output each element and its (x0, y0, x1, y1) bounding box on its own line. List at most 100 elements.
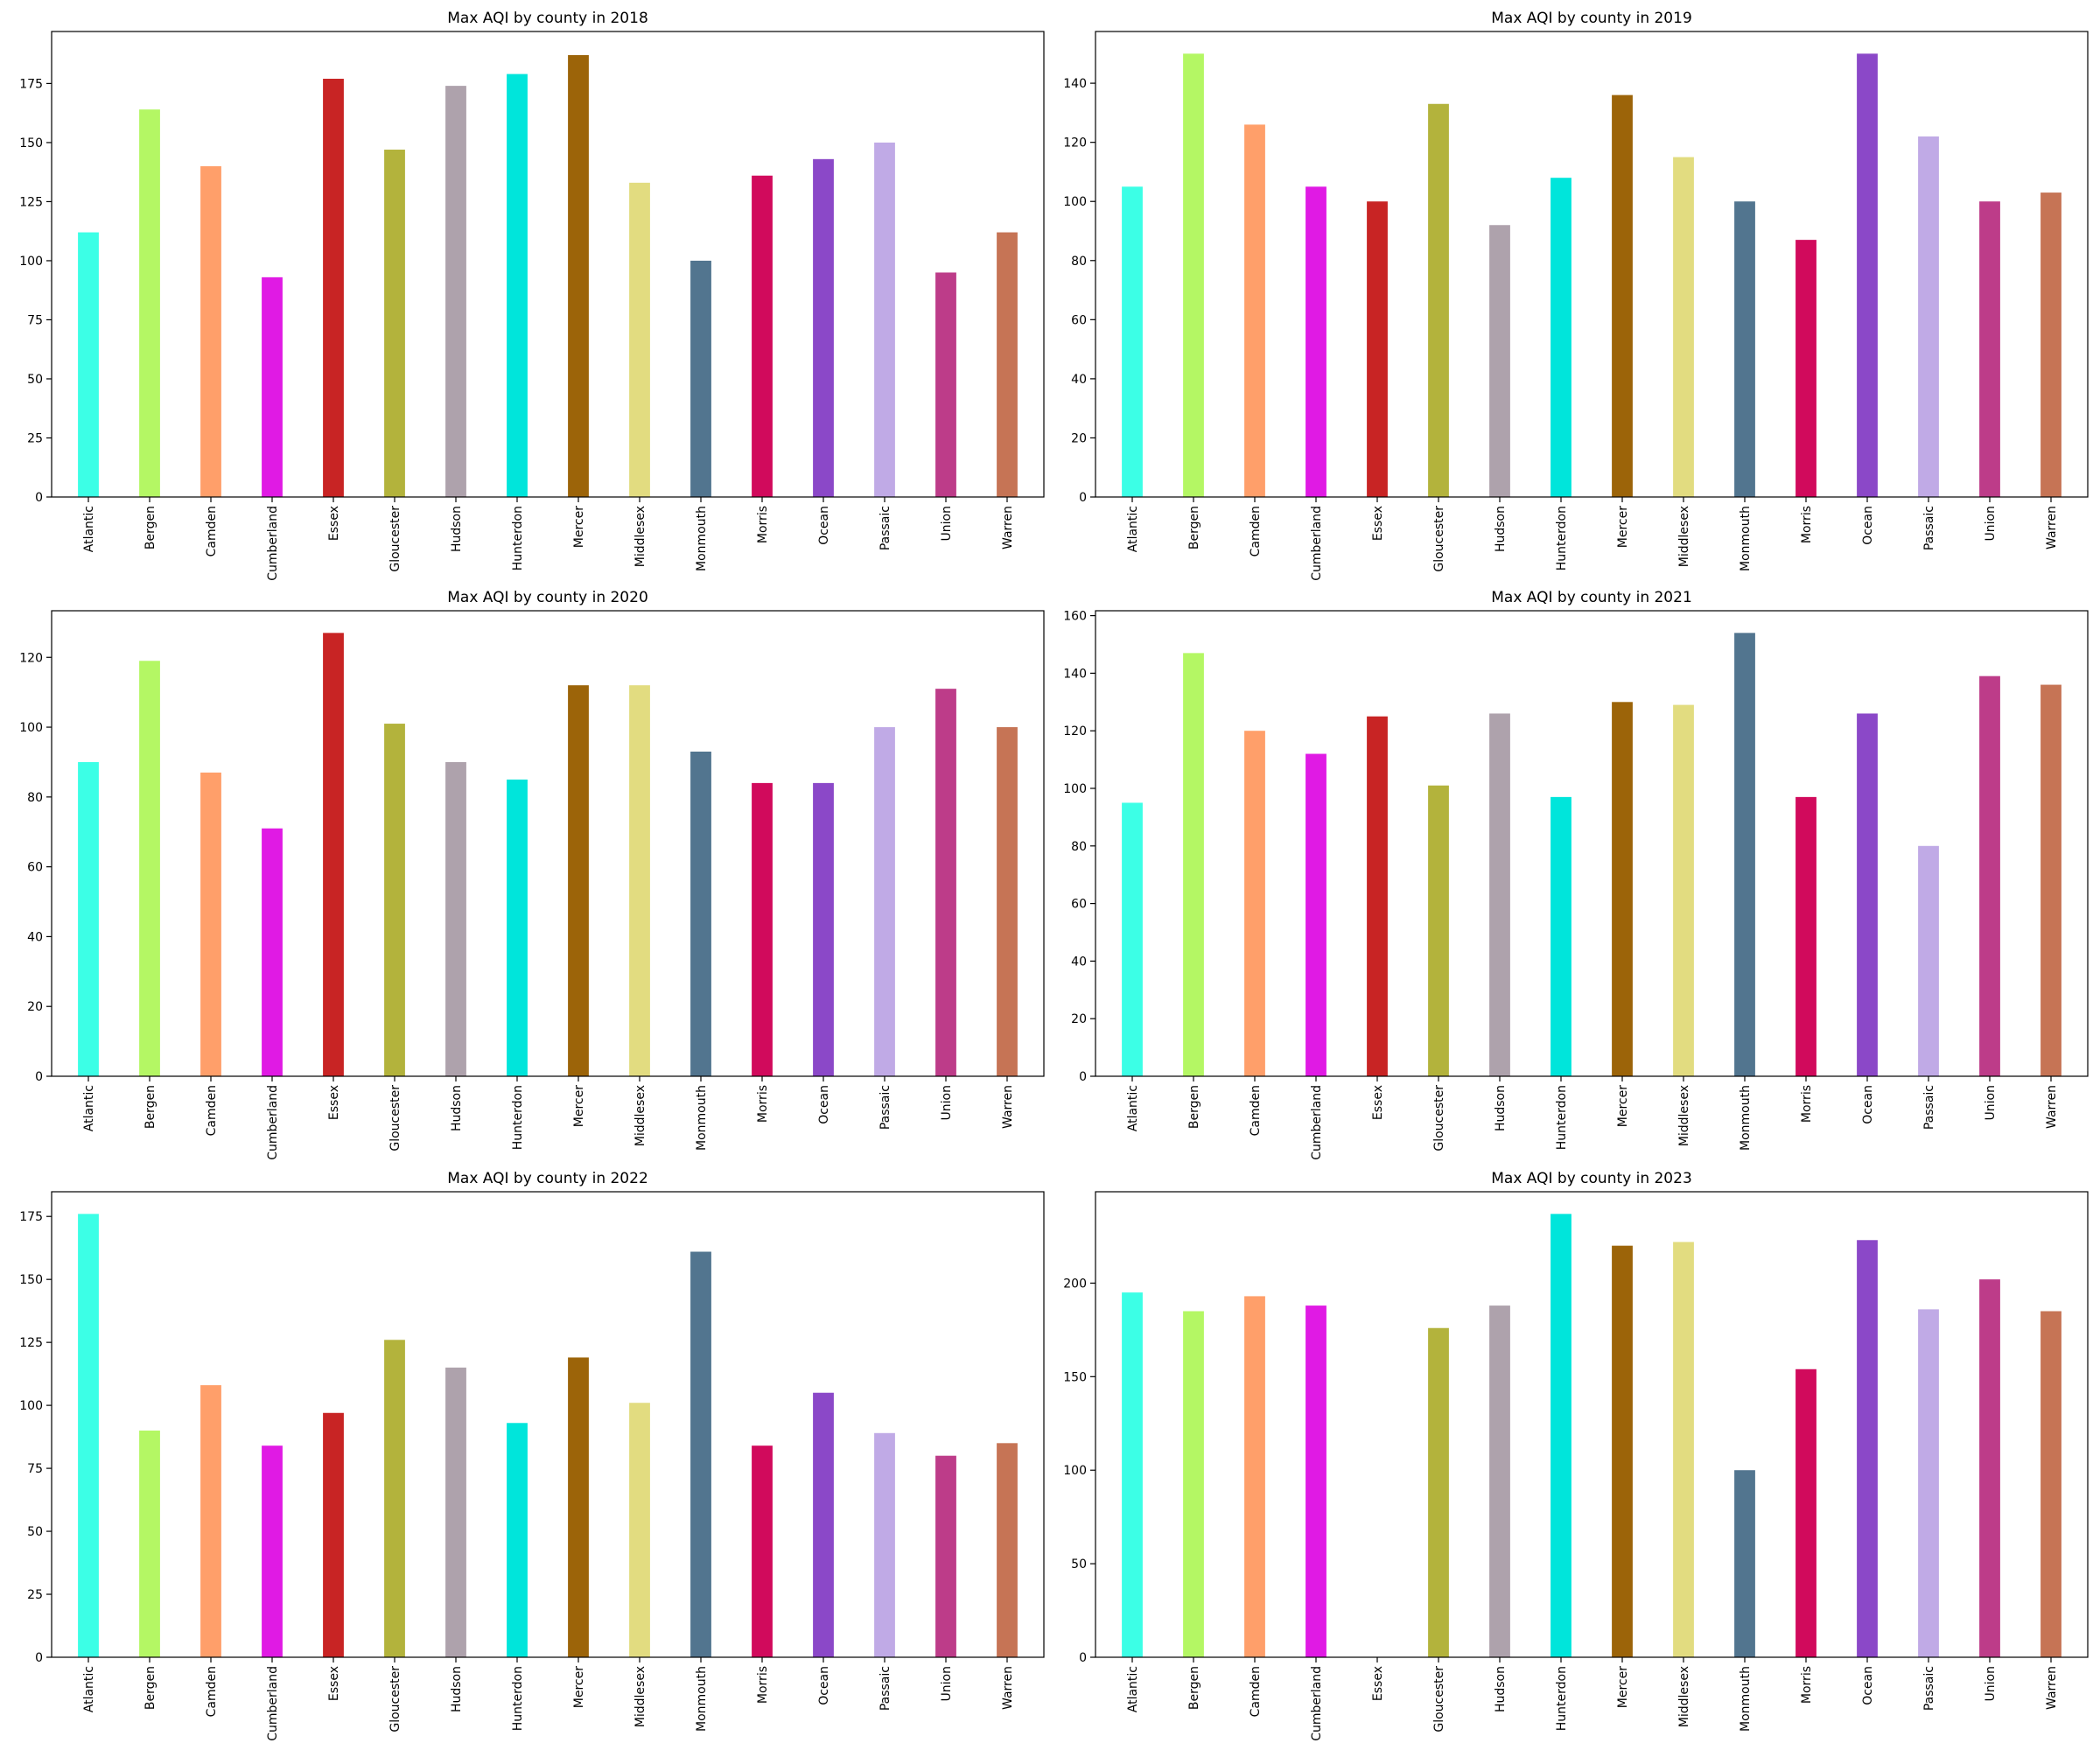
y-tick-label: 0 (1079, 491, 1087, 505)
x-tick-label: Ocean (1861, 1085, 1875, 1124)
x-tick-label: Morris (1800, 1666, 1814, 1704)
x-tick-label: Ocean (817, 1085, 831, 1124)
x-tick-label: Bergen (1187, 1085, 1201, 1129)
chart-title: Max AQI by county in 2021 (1491, 589, 1692, 606)
bar-bergen (139, 661, 160, 1076)
x-tick-label: Ocean (1861, 1666, 1875, 1705)
x-tick-label: Atlantic (1126, 506, 1140, 552)
x-tick-label: Hudson (1494, 1085, 1508, 1131)
bar-essex (323, 1412, 344, 1657)
x-tick-label: Middlesex (634, 506, 648, 567)
y-tick-label: 120 (19, 651, 43, 665)
y-tick-label: 60 (27, 861, 43, 875)
bar-gloucester (1428, 103, 1449, 497)
bar-morris (752, 175, 773, 497)
bar-mercer (568, 55, 589, 498)
bar-hunterdon (507, 1423, 528, 1657)
x-tick-label: Cumberland (1310, 1666, 1324, 1741)
y-tick-label: 25 (27, 1588, 43, 1602)
chart-title: Max AQI by county in 2019 (1491, 10, 1692, 27)
bar-camden (1244, 124, 1265, 497)
x-tick-label: Hudson (1494, 1666, 1508, 1712)
chart-panel-5: Max AQI by county in 2023 0 50 100 150 200 Atl… (1063, 1170, 2089, 1741)
bar-hunterdon (1550, 1214, 1572, 1657)
chart-title: Max AQI by county in 2022 (447, 1170, 648, 1187)
bar-bergen (1183, 1311, 1204, 1657)
bar-morris (1796, 1368, 1816, 1657)
x-tick-label: Gloucester (1432, 1085, 1446, 1152)
x-tick-label: Gloucester (1432, 506, 1446, 572)
x-tick-label: Camden (205, 1085, 219, 1136)
x-tick-label: Monmouth (695, 506, 709, 571)
x-tick-label: Passaic (1922, 1666, 1936, 1711)
y-tick-label: 20 (27, 1000, 43, 1014)
bar-essex (1367, 716, 1388, 1076)
bar-ocean (813, 158, 834, 498)
x-tick-label: Atlantic (1126, 1085, 1140, 1131)
bar-mercer (568, 685, 589, 1076)
x-tick-label: Essex (327, 1666, 341, 1701)
bar-hunterdon (1550, 796, 1572, 1076)
bar-union (1979, 1279, 2000, 1657)
bar-middlesex (629, 685, 650, 1076)
bar-middlesex (629, 1403, 650, 1657)
chart-title: Max AQI by county in 2023 (1491, 1170, 1692, 1187)
x-tick-label: Warren (2045, 1666, 2059, 1710)
x-tick-label: Bergen (1187, 1666, 1201, 1710)
bar-hudson (445, 761, 466, 1076)
y-tick-label: 140 (1063, 77, 1087, 91)
x-tick-label: Passaic (1922, 506, 1936, 550)
bar-atlantic (78, 761, 99, 1076)
bar-mercer (1612, 94, 1633, 497)
bar-monmouth (690, 751, 711, 1076)
y-tick-label: 60 (1071, 898, 1087, 912)
bar-passaic (874, 142, 895, 497)
x-tick-label: Camden (1249, 506, 1263, 556)
chart-panel-3: Max AQI by county in 2021 0 20 40 60 80 100 120… (1063, 589, 2089, 1160)
y-tick-label: 100 (1063, 195, 1087, 209)
bar-mercer (568, 1357, 589, 1657)
bar-camden (200, 772, 221, 1076)
bar-monmouth (690, 260, 711, 497)
x-tick-label: Monmouth (695, 1085, 709, 1151)
bar-atlantic (78, 232, 99, 497)
bar-middlesex (629, 182, 650, 497)
bar-mercer (1612, 1245, 1633, 1657)
x-tick-label: Warren (1001, 1666, 1015, 1710)
bar-essex (323, 79, 344, 497)
chart-panel-1: Max AQI by county in 2019 0 20 40 60 80 100 120… (1063, 10, 2089, 581)
x-tick-label: Passaic (878, 1085, 892, 1130)
x-tick-label: Passaic (1922, 1085, 1936, 1130)
y-tick-label: 75 (27, 313, 43, 327)
y-tick-label: 120 (1063, 136, 1087, 150)
y-tick-label: 200 (1063, 1277, 1087, 1291)
chart-panel-4: Max AQI by county in 2022 0 25 50 75 100 125 15… (19, 1170, 1045, 1741)
bar-cumberland (262, 828, 283, 1076)
x-tick-label: Monmouth (695, 1666, 709, 1732)
y-tick-label: 150 (1063, 1370, 1087, 1384)
bar-essex (1367, 201, 1388, 497)
bar-warren (997, 727, 1018, 1076)
x-tick-label: Essex (327, 506, 341, 541)
bar-warren (2040, 192, 2062, 498)
y-tick-label: 40 (27, 930, 43, 944)
x-tick-label: Morris (1800, 1085, 1814, 1123)
bar-middlesex (1673, 704, 1694, 1076)
x-tick-label: Hunterdon (511, 1666, 525, 1731)
y-tick-label: 175 (19, 1210, 43, 1224)
x-tick-label: Gloucester (388, 506, 402, 572)
x-tick-label: Mercer (572, 1666, 586, 1708)
bar-passaic (874, 1432, 895, 1657)
bar-passaic (1918, 845, 1939, 1076)
plot-frame (1095, 610, 2089, 1077)
x-tick-label: Hudson (1494, 506, 1508, 552)
x-tick-label: Essex (1371, 506, 1385, 541)
bar-ocean (1857, 713, 1878, 1076)
bar-cumberland (1306, 186, 1326, 498)
bar-atlantic (1122, 1292, 1143, 1657)
x-tick-label: Essex (1371, 1666, 1385, 1701)
x-tick-label: Essex (1371, 1085, 1385, 1120)
x-tick-label: Cumberland (266, 1085, 280, 1160)
bar-atlantic (1122, 802, 1143, 1076)
bar-passaic (1918, 1309, 1939, 1657)
